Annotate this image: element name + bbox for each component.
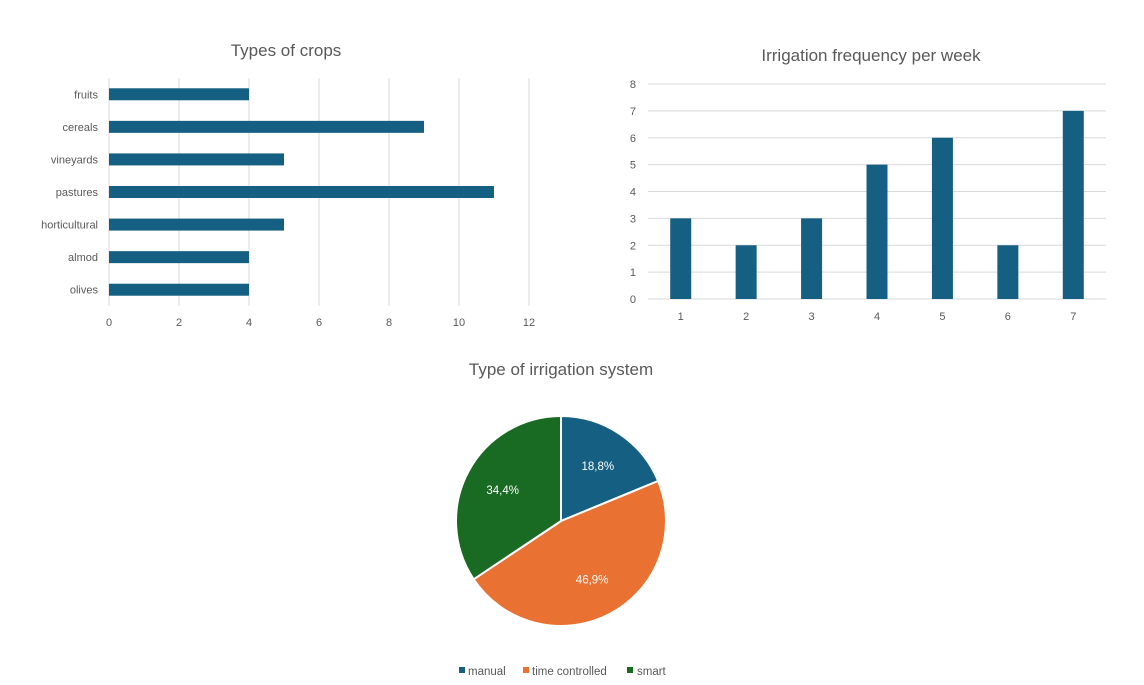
chart-title: Types of crops	[231, 41, 342, 60]
x-tick-label: 12	[523, 317, 535, 329]
irrigation-system-pie-chart: Type of irrigation system 18,8% 46,9% 34,4…	[455, 360, 667, 678]
x-tick-label: 4	[246, 317, 252, 329]
data-label: 46,9%	[576, 574, 609, 586]
bar-3	[801, 218, 823, 299]
legend-label: time controlled	[532, 666, 607, 678]
category-label: horticultural	[41, 220, 98, 232]
y-tick-label: 8	[630, 79, 636, 91]
x-tick-label: 3	[809, 311, 815, 323]
irrigation-frequency-chart: Irrigation frequency per week 0 1 2 3 4 5 6 7 8 1…	[630, 46, 1106, 323]
bar-4	[866, 164, 888, 299]
pie-slice-time-controlled	[472, 479, 667, 627]
x-tick-label: 7	[1070, 311, 1076, 323]
bar-vineyards	[109, 153, 284, 166]
data-label: 34,4%	[486, 485, 519, 497]
bar-horticultural	[109, 218, 284, 231]
legend-swatch	[459, 667, 465, 673]
legend-label: smart	[637, 666, 667, 678]
bar-pastures	[109, 186, 494, 198]
y-tick-label: 6	[630, 133, 636, 145]
y-tick-label: 3	[630, 213, 636, 225]
category-label: fruits	[74, 89, 98, 101]
category-label: olives	[70, 285, 99, 297]
x-tick-label: 8	[386, 317, 392, 329]
bar-7	[1062, 110, 1084, 299]
x-tick-label: 2	[176, 317, 182, 329]
x-tick-label: 2	[743, 311, 749, 323]
category-label: pastures	[56, 187, 99, 199]
x-tick-label: 0	[106, 317, 112, 329]
legend-swatch	[627, 667, 633, 673]
y-tick-label: 5	[630, 160, 636, 172]
x-tick-label: 4	[874, 311, 880, 323]
x-tick-label: 10	[453, 317, 465, 329]
chart-title: Type of irrigation system	[469, 360, 653, 379]
x-tick-label: 6	[316, 317, 322, 329]
pie-slice-smart	[455, 414, 562, 581]
pie-slice-manual	[560, 414, 660, 523]
y-tick-label: 0	[630, 294, 636, 306]
y-tick-label: 7	[630, 106, 636, 118]
bar-fruits	[109, 88, 249, 101]
bar-almod	[109, 251, 249, 264]
types-of-crops-chart: Types of crops 0 2 4 6 8 10 12 fruits cereals vin…	[41, 41, 535, 329]
y-tick-label: 4	[630, 187, 636, 199]
x-tick-label: 6	[1005, 311, 1011, 323]
bar-2	[735, 245, 757, 299]
y-tick-label: 1	[630, 267, 636, 279]
bar-1	[670, 218, 692, 299]
y-tick-label: 2	[630, 240, 636, 252]
category-label: almod	[68, 252, 98, 264]
chart-title: Irrigation frequency per week	[761, 46, 981, 65]
x-tick-label: 5	[939, 311, 945, 323]
x-tick-label: 1	[678, 311, 684, 323]
bar-cereals	[109, 120, 424, 133]
bar-olives	[109, 283, 249, 296]
legend-swatch	[523, 667, 529, 673]
bar-5	[931, 137, 953, 299]
data-label: 18,8%	[582, 461, 615, 473]
category-label: cereals	[63, 122, 99, 134]
category-label: vineyards	[51, 154, 99, 166]
legend-label: manual	[468, 666, 506, 678]
bar-6	[997, 245, 1019, 299]
